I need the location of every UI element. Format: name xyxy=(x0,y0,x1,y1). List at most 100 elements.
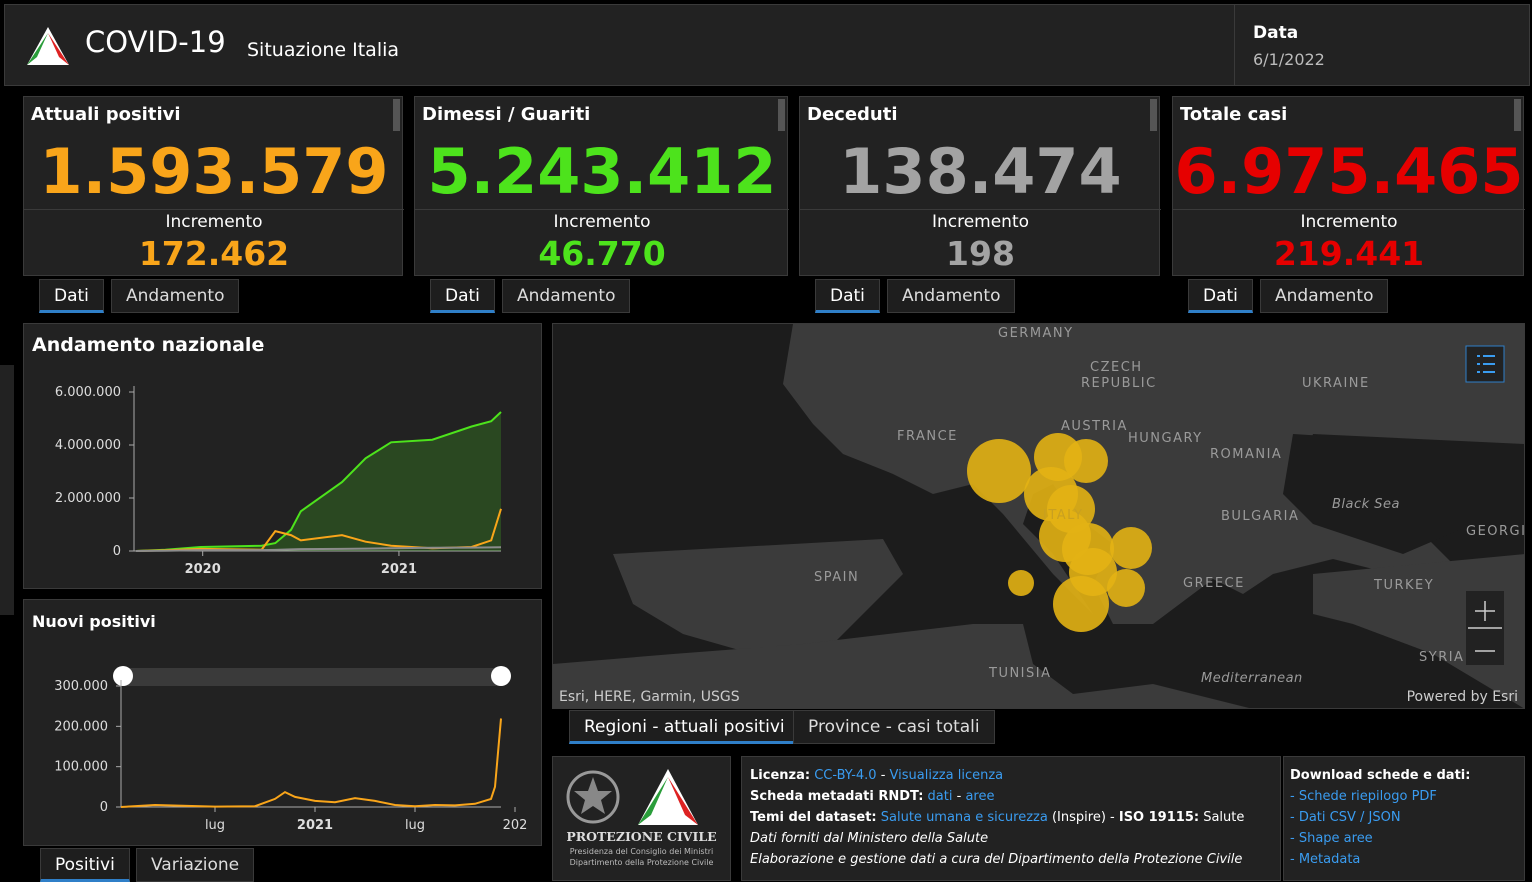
map: GERMANY CZECH REPUBLIC AUSTRIA HUNGARY F… xyxy=(552,323,1525,709)
link[interactable]: - Shape aree xyxy=(1290,831,1373,846)
subtitle: Situazione Italia xyxy=(247,39,400,61)
map-label: GEORGIA xyxy=(1466,524,1524,539)
card-title: Deceduti xyxy=(807,104,898,125)
line xyxy=(135,546,502,552)
increment-label: Incremento xyxy=(1300,212,1398,232)
tab[interactable]: Andamento xyxy=(502,279,631,313)
footer-logo: PROTEZIONE CIVILE Presidenza del Consigl… xyxy=(552,756,731,881)
map-label: BULGARIA xyxy=(1221,509,1300,524)
andamento-panel: Andamento nazionale 0 2.000.000 4.000.000 6… xyxy=(23,323,542,589)
tab[interactable]: Province - casi totali xyxy=(793,710,995,744)
footer-info: Licenza: CC-BY-4.0 - Visualizza licenza … xyxy=(741,756,1281,881)
tab[interactable]: Andamento xyxy=(111,279,240,313)
logos xyxy=(566,769,698,825)
y-tick-label: 0 xyxy=(113,544,121,559)
x-tick-label: lug xyxy=(405,818,425,833)
text: (Inspire) - xyxy=(1051,810,1115,825)
powered-by[interactable]: Powered by Esri xyxy=(1406,689,1518,705)
org: PROTEZIONE CIVILE xyxy=(566,829,717,844)
tab[interactable]: Andamento xyxy=(1260,279,1389,313)
x-tick-label: 2020 xyxy=(185,562,221,577)
link[interactable]: dati xyxy=(927,789,953,804)
card-scroll xyxy=(778,99,785,131)
map-label: ITALY xyxy=(1043,508,1084,523)
link[interactable]: aree xyxy=(965,789,995,804)
line xyxy=(135,411,502,552)
label: ISO 19115: xyxy=(1118,810,1200,825)
text: Dati forniti dal Ministero della Salute xyxy=(750,831,989,846)
map-label: TUNISIA xyxy=(989,666,1052,681)
map-label: UKRAINE xyxy=(1302,376,1370,391)
tab[interactable]: Variazione xyxy=(136,848,255,882)
increment-label: Incremento xyxy=(165,212,263,232)
text: Elaborazione e gestione dati a cura del … xyxy=(750,852,1243,867)
card-title: Totale casi xyxy=(1180,104,1288,125)
map-label: CZECH xyxy=(1090,360,1143,375)
card-scroll xyxy=(1514,99,1521,131)
link[interactable]: CC-BY-4.0 xyxy=(814,768,877,783)
tab[interactable]: Andamento xyxy=(887,279,1016,313)
y-tick-label: 100.000 xyxy=(54,760,108,775)
date-label: Data xyxy=(1253,23,1299,43)
card-value: 1.593.579 xyxy=(39,135,389,208)
divider xyxy=(1173,209,1525,210)
date: 6/1/2022 xyxy=(1253,50,1325,69)
map-label: GREECE xyxy=(1183,576,1245,591)
link[interactable]: Visualizza licenza xyxy=(889,768,1004,783)
card-value: 6.975.465 xyxy=(1174,135,1524,208)
y-tick-label: 200.000 xyxy=(54,719,108,734)
card-value: 5.243.412 xyxy=(427,135,777,208)
map-label: GERMANY xyxy=(998,326,1074,341)
side-toggle[interactable] xyxy=(0,365,14,615)
link[interactable]: - Schede riepilogo PDF xyxy=(1290,789,1437,804)
map-label: SYRIA xyxy=(1419,650,1465,665)
map-label: HUNGARY xyxy=(1128,431,1203,446)
tab[interactable]: Regioni - attuali positivi xyxy=(569,710,800,744)
card: Attuali positivi 1.593.579 Incremento 172.4… xyxy=(23,96,404,276)
map-label: AUSTRIA xyxy=(1061,419,1128,434)
tab[interactable]: Dati xyxy=(815,279,880,313)
link[interactable]: - Dati CSV / JSON xyxy=(1290,810,1401,825)
x-tick-label: 2021 xyxy=(381,562,417,577)
chart-title: Andamento nazionale xyxy=(32,334,265,356)
map-label: FRANCE xyxy=(897,429,958,444)
map-label: Mediterranean xyxy=(1201,671,1303,686)
separator: - xyxy=(880,768,886,783)
x-tick-label: 2021 xyxy=(297,818,333,833)
label: Temi del dataset: xyxy=(750,810,877,825)
map-label: REPUBLIC xyxy=(1081,376,1157,391)
slider-handle[interactable] xyxy=(113,666,133,686)
tab[interactable]: Dati xyxy=(1188,279,1253,313)
downloads-title: Download schede e dati: xyxy=(1290,768,1471,783)
card-scroll xyxy=(393,99,400,131)
tab[interactable]: Positivi xyxy=(40,848,130,882)
slider-track xyxy=(121,668,501,686)
x-tick-label: 202 xyxy=(503,818,528,833)
y-tick-label: 6.000.000 xyxy=(55,385,121,400)
card: Totale casi 6.975.465 Incremento 219.441 xyxy=(1172,96,1525,276)
y-tick-label: 300.000 xyxy=(54,679,108,694)
chart-title: Nuovi positivi xyxy=(32,612,156,631)
text: Salute xyxy=(1203,810,1245,825)
divider xyxy=(800,209,1161,210)
divider xyxy=(1234,5,1235,85)
header: COVID-19 Situazione Italia Data 6/1/2022 xyxy=(4,4,1530,86)
chart: 0 100.000 200.000 300.000 lug 2021 lug 202 xyxy=(54,666,528,833)
increment-label: Incremento xyxy=(553,212,651,232)
tab[interactable]: Dati xyxy=(39,279,104,313)
org-sub: Dipartimento della Protezione Civile xyxy=(569,858,714,867)
increment: 172.462 xyxy=(138,234,290,273)
divider xyxy=(24,209,404,210)
increment: 198 xyxy=(946,234,1015,273)
y-tick-label: 0 xyxy=(100,800,108,815)
increment: 219.441 xyxy=(1273,234,1425,273)
link[interactable]: - Metadata xyxy=(1290,852,1361,867)
card-title: Dimessi / Guariti xyxy=(422,104,591,125)
card-scroll xyxy=(1150,99,1157,131)
link[interactable]: Salute umana e sicurezza xyxy=(880,810,1048,825)
slider-handle[interactable] xyxy=(491,666,511,686)
map-label: TURKEY xyxy=(1374,578,1435,593)
logo xyxy=(27,27,69,65)
tab[interactable]: Dati xyxy=(430,279,495,313)
